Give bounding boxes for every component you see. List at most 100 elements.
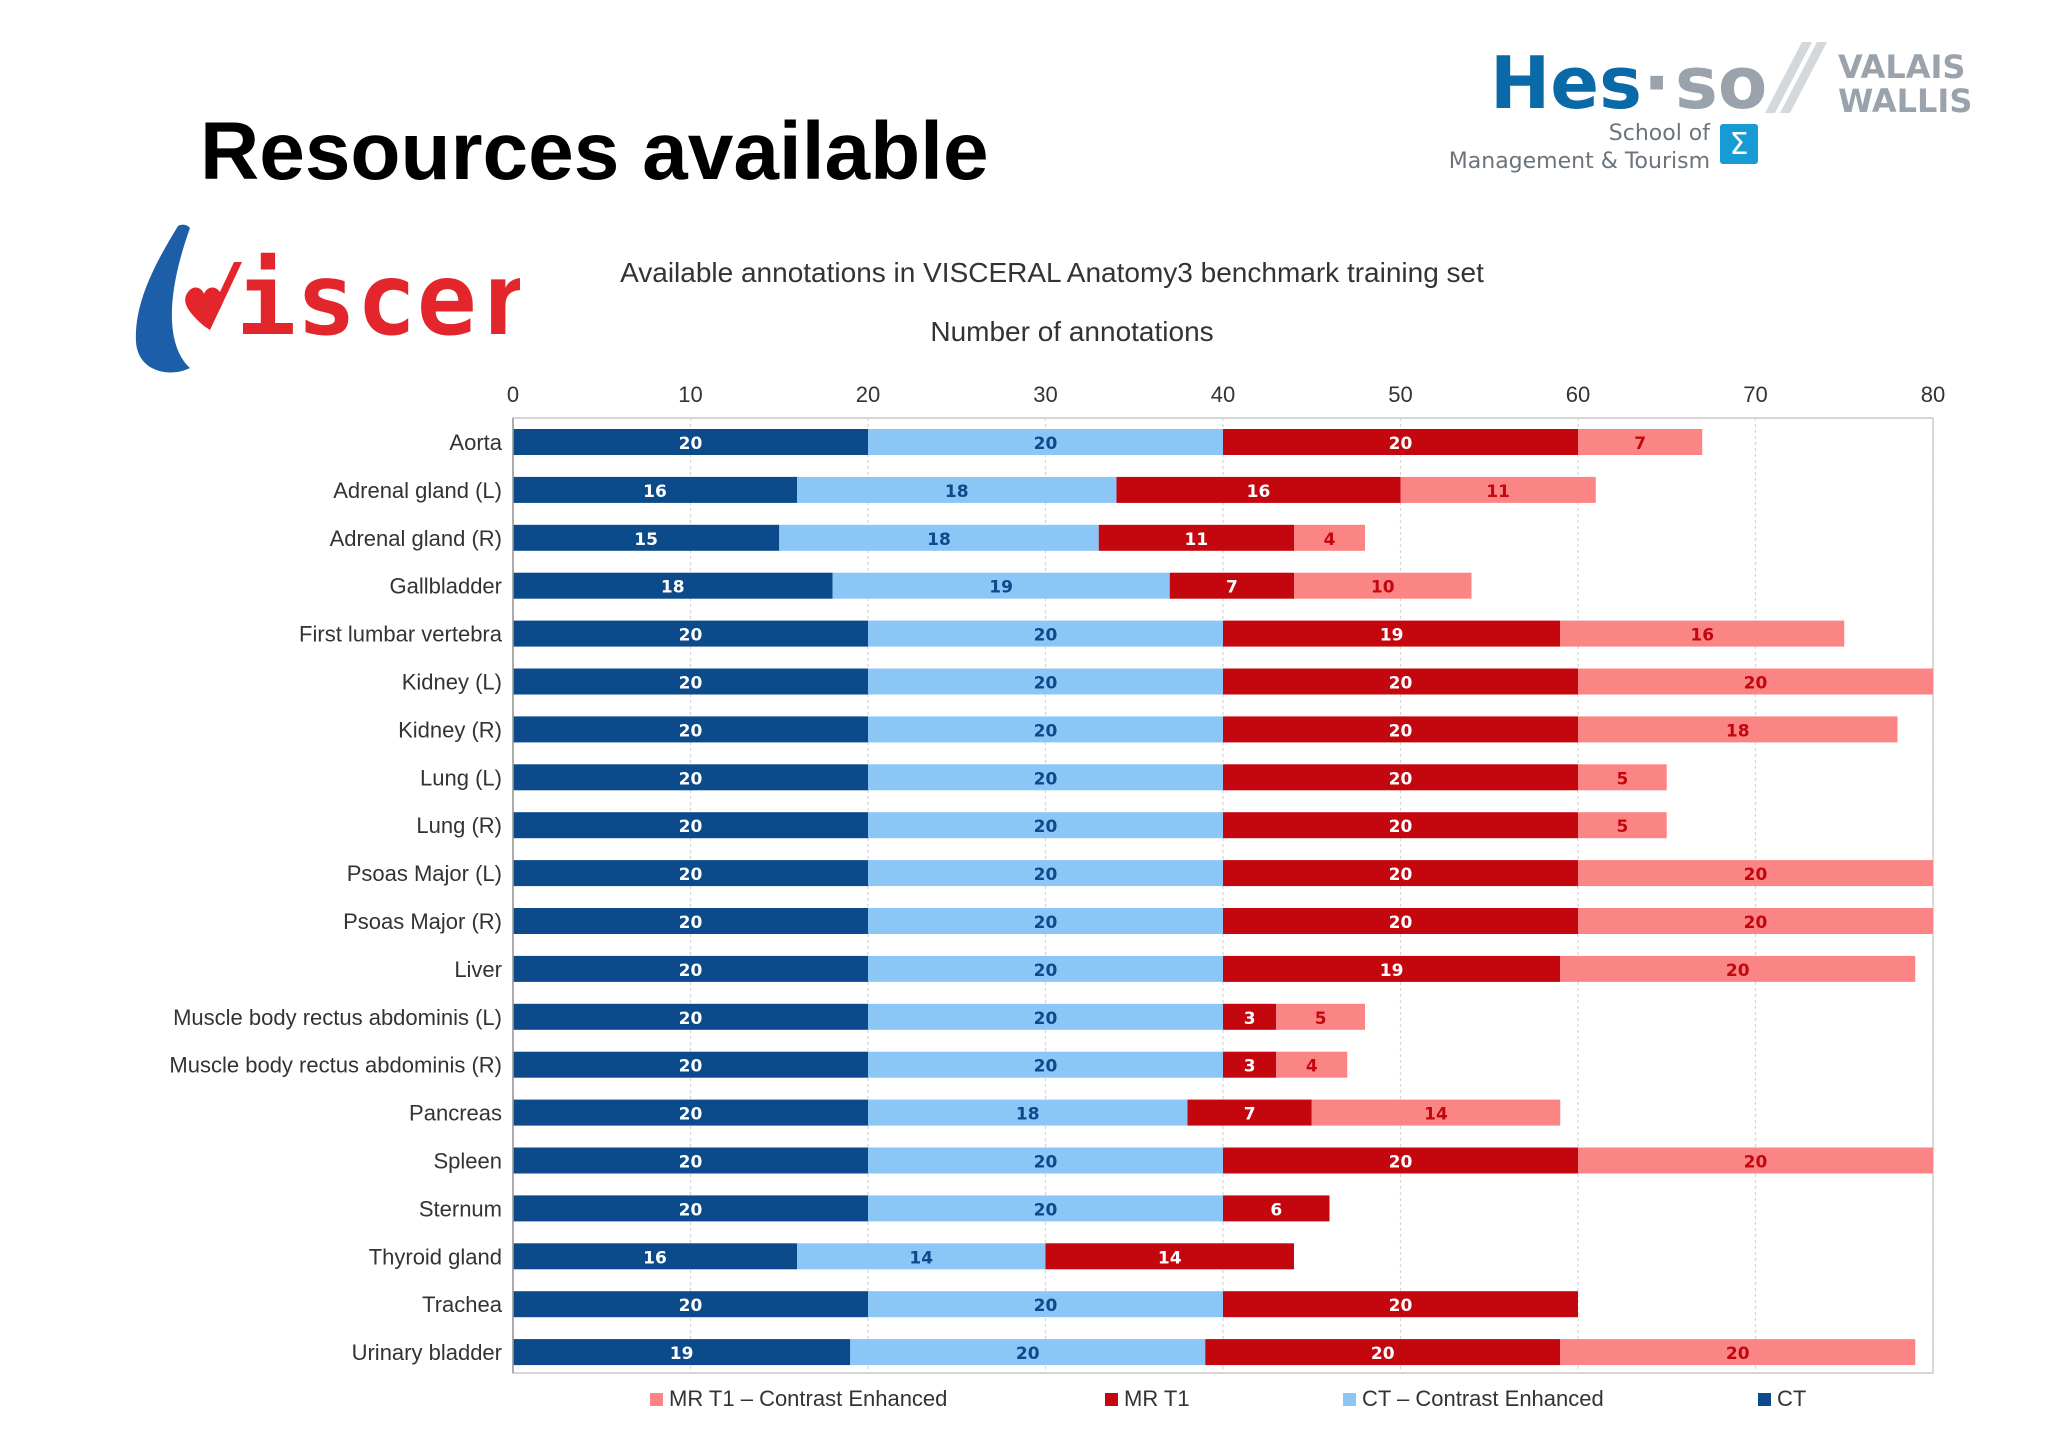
- data-label: 20: [679, 626, 703, 646]
- hes-so-logo-region-2: WALLIS: [1838, 82, 1972, 120]
- slide-title: Resources available: [200, 106, 989, 197]
- bar-segment: [868, 955, 1223, 982]
- data-label: 19: [1380, 626, 1404, 646]
- visceral-logo: isceral: [135, 224, 520, 373]
- data-label: 18: [945, 482, 969, 502]
- bar-segment: [513, 572, 833, 599]
- bar-segment: [868, 620, 1223, 647]
- data-label: 18: [927, 530, 951, 550]
- chart-axes: 0 10 20 30 40 50 60 70 80 Aorta Adrenal gland (L) A…: [169, 382, 1945, 1373]
- data-label: 20: [679, 913, 703, 933]
- bar-segment: [513, 1291, 868, 1318]
- bar-segment: [1578, 668, 1933, 695]
- visceral-logo-text: isceral: [236, 241, 520, 358]
- x-tick-label: 0: [507, 382, 519, 407]
- data-label: 19: [989, 578, 1013, 598]
- legend-swatch: [650, 1393, 663, 1406]
- data-label: 6: [1270, 1200, 1282, 1220]
- data-label: 20: [1389, 769, 1413, 789]
- chart-bars: 20 20 20 7 16 18 16 11 15 18 11 4 18 19 7 10 20 20 19 16 20 2…: [513, 429, 1933, 1366]
- data-label: 20: [1034, 1296, 1058, 1316]
- bar-segment: [868, 429, 1223, 455]
- legend-label: CT – Contrast Enhanced: [1362, 1386, 1604, 1411]
- bar-segment: [868, 716, 1223, 743]
- x-tick-label: 80: [1921, 382, 1945, 407]
- bar-segment: [1276, 1051, 1348, 1078]
- data-label: 20: [1034, 1009, 1058, 1029]
- data-label: 20: [1726, 1344, 1750, 1364]
- bar-segment: [1223, 764, 1578, 791]
- data-label: 14: [1424, 1105, 1448, 1125]
- bar-segment: [1223, 955, 1561, 982]
- data-label: 3: [1244, 1057, 1256, 1077]
- category-label: Adrenal gland (L): [333, 478, 502, 503]
- data-label: 7: [1226, 578, 1238, 598]
- data-label: 18: [661, 578, 685, 598]
- bar-segment: [1205, 1339, 1561, 1366]
- x-tick-label: 60: [1566, 382, 1590, 407]
- data-label: 20: [1744, 865, 1768, 885]
- bar-segment: [868, 860, 1223, 887]
- bar-segment: [868, 1099, 1188, 1126]
- data-label: 20: [1034, 674, 1058, 694]
- category-label: Kidney (R): [398, 717, 502, 742]
- bar-segment: [1223, 429, 1578, 455]
- category-label: Trachea: [422, 1292, 503, 1317]
- bar-segment: [513, 620, 868, 647]
- legend-swatch: [1758, 1393, 1771, 1406]
- bar-segment: [513, 1099, 868, 1126]
- category-label: Pancreas: [409, 1101, 502, 1126]
- data-label: 20: [1034, 434, 1058, 454]
- hes-so-logo-region-1: VALAIS: [1838, 48, 1965, 86]
- category-label: Muscle body rectus abdominis (L): [173, 1005, 502, 1030]
- bar-segment: [868, 1195, 1223, 1222]
- data-label: 20: [1389, 674, 1413, 694]
- bar-segment: [797, 476, 1117, 503]
- data-label: 20: [1034, 913, 1058, 933]
- bar-segment: [1560, 955, 1916, 982]
- data-label: 20: [679, 721, 703, 741]
- data-label: 4: [1306, 1057, 1318, 1077]
- legend-swatch: [1343, 1393, 1356, 1406]
- bar-segment: [1223, 1003, 1277, 1030]
- bar-segment: [1400, 476, 1596, 503]
- legend-swatch: [1105, 1393, 1118, 1406]
- bar-segment: [513, 429, 868, 455]
- data-label: 14: [1158, 1248, 1182, 1268]
- data-label: 20: [1389, 1296, 1413, 1316]
- hes-so-logo-hes: Hes: [1490, 41, 1642, 125]
- bar-segment: [1560, 1339, 1916, 1366]
- data-label: 18: [1726, 721, 1750, 741]
- data-label: 20: [679, 1009, 703, 1029]
- data-label: 20: [679, 1200, 703, 1220]
- data-label: 20: [1744, 1153, 1768, 1173]
- bar-segment: [513, 1003, 868, 1030]
- data-label: 16: [1247, 482, 1271, 502]
- data-label: 3: [1244, 1009, 1256, 1029]
- category-label: Kidney (L): [402, 670, 502, 695]
- data-label: 18: [1016, 1105, 1040, 1125]
- bar-segment: [1223, 1195, 1330, 1222]
- hes-so-logo-line-1: School of: [1609, 121, 1711, 146]
- data-label: 5: [1616, 817, 1628, 837]
- bar-segment: [1578, 908, 1933, 934]
- data-label: 20: [679, 865, 703, 885]
- bar-segment: [779, 524, 1099, 551]
- bar-segment: [1311, 1099, 1561, 1126]
- bar-segment: [1578, 429, 1703, 455]
- x-tick-label: 70: [1743, 382, 1767, 407]
- bar-segment: [513, 764, 868, 791]
- bar-segment: [1294, 524, 1365, 551]
- x-tick-label: 50: [1388, 382, 1412, 407]
- category-label: Gallbladder: [389, 574, 502, 599]
- data-label: 20: [1034, 1057, 1058, 1077]
- bar-segment: [1187, 1099, 1312, 1126]
- data-label: 20: [1034, 769, 1058, 789]
- data-label: 16: [1690, 626, 1714, 646]
- chart-grid: [512, 417, 1934, 1374]
- legend-label: CT: [1777, 1386, 1806, 1411]
- sigma-badge-text: Σ: [1730, 127, 1749, 162]
- category-label: Sternum: [419, 1196, 502, 1221]
- bar-segment: [1223, 620, 1561, 647]
